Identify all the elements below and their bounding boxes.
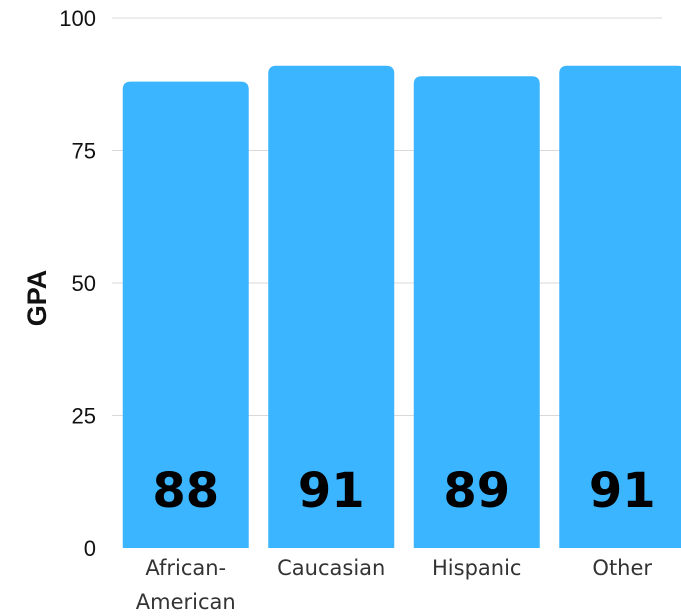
y-tick-label: 100 xyxy=(59,6,96,31)
x-category-label: Hispanic xyxy=(432,556,521,580)
data-label: 91 xyxy=(298,463,365,519)
bar xyxy=(122,81,249,548)
y-tick-label: 25 xyxy=(72,404,96,429)
bar xyxy=(559,65,681,548)
y-tick-label: 0 xyxy=(84,536,96,561)
data-label: 88 xyxy=(152,463,219,519)
data-labels: 88 91 89 91 xyxy=(152,463,655,519)
x-category-label: Other xyxy=(592,556,652,580)
bar xyxy=(413,76,540,549)
data-label: 89 xyxy=(443,463,510,519)
x-category-label: African-American xyxy=(136,556,236,614)
x-category-label: Caucasian xyxy=(277,556,385,580)
bar xyxy=(268,65,395,548)
bars xyxy=(122,65,681,549)
y-axis-label: GPA xyxy=(22,270,52,327)
y-axis-ticks: 0 25 50 75 100 xyxy=(59,6,96,561)
data-label: 91 xyxy=(589,463,656,519)
y-tick-label: 75 xyxy=(72,139,96,164)
y-tick-label: 50 xyxy=(72,271,96,296)
x-axis-categories: African-American Caucasian Hispanic Other xyxy=(136,556,653,614)
